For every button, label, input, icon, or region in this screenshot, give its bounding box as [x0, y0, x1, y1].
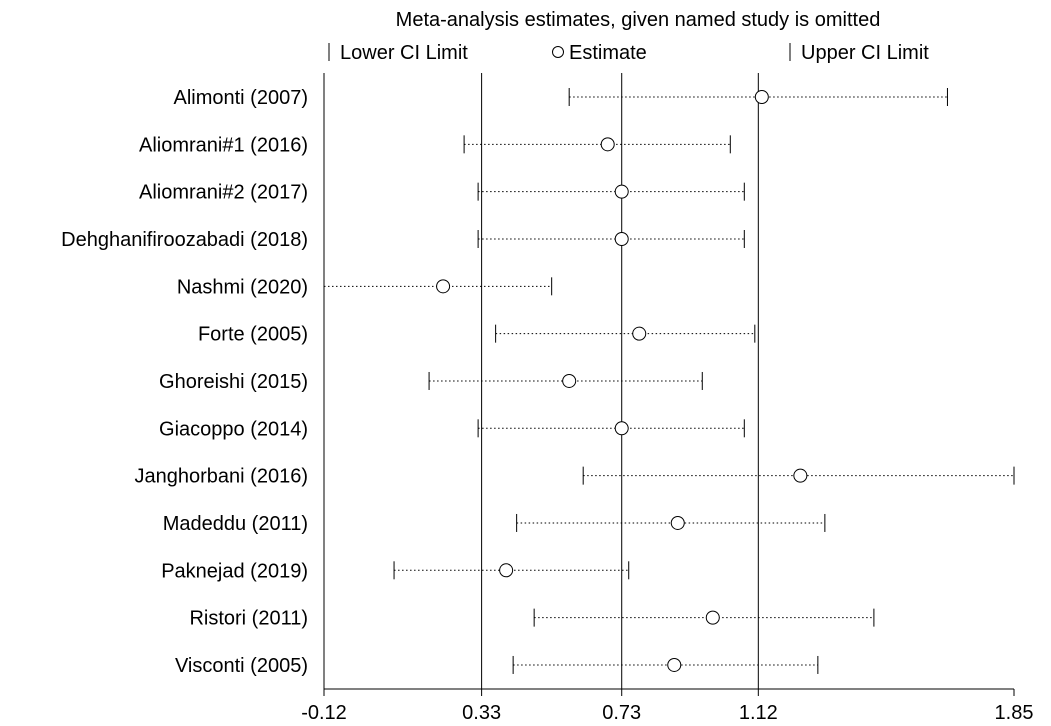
legend: Lower CI Limit Estimate Upper CI Limit	[328, 42, 929, 64]
x-tick-label: 1.85	[995, 702, 1034, 724]
estimate-marker	[670, 515, 685, 530]
study-label: Forte (2005)	[198, 324, 308, 346]
legend-estimate-label: Estimate	[569, 42, 647, 64]
study-label: Aliomrani#1 (2016)	[139, 134, 308, 156]
study-label: Ghoreishi (2015)	[159, 371, 308, 393]
x-tick-label: 1.12	[739, 702, 778, 724]
chart-title: Meta-analysis estimates, given named stu…	[396, 9, 881, 31]
estimate-marker	[632, 326, 647, 341]
study-label: Visconti (2005)	[175, 655, 308, 677]
estimate-marker	[614, 184, 629, 199]
estimate-marker	[667, 657, 682, 672]
estimate-marker	[436, 279, 451, 294]
study-label: Giacoppo (2014)	[159, 418, 308, 440]
x-tick-label: 0.33	[462, 702, 501, 724]
study-label: Madeddu (2011)	[163, 513, 308, 535]
study-label: Nashmi (2020)	[177, 276, 308, 298]
study-label: Janghorbani (2016)	[135, 466, 308, 488]
x-tick-label: 0.73	[602, 702, 641, 724]
estimate-marker	[499, 563, 514, 578]
estimate-marker	[705, 610, 720, 625]
study-label: Paknejad (2019)	[161, 560, 308, 582]
legend-estimate-marker	[552, 46, 564, 58]
estimate-marker	[614, 421, 629, 436]
legend-lower-label: Lower CI Limit	[340, 42, 468, 64]
estimate-marker	[793, 468, 808, 483]
legend-upper-label: Upper CI Limit	[801, 42, 929, 64]
study-label: Dehghanifiroozabadi (2018)	[61, 229, 308, 251]
estimate-marker	[754, 90, 769, 104]
plot-area: -0.12 0.33 0.73 1.12 1.85 Alimonti (2007) Alio…	[61, 73, 1033, 724]
estimate-marker	[562, 373, 577, 388]
study-label: Alimonti (2007)	[173, 87, 308, 109]
study-label: Ristori (2011)	[189, 608, 308, 630]
x-tick-label: -0.12	[301, 702, 347, 724]
estimate-marker	[600, 137, 615, 152]
estimate-marker	[614, 231, 629, 246]
study-label: Aliomrani#2 (2017)	[139, 182, 308, 204]
